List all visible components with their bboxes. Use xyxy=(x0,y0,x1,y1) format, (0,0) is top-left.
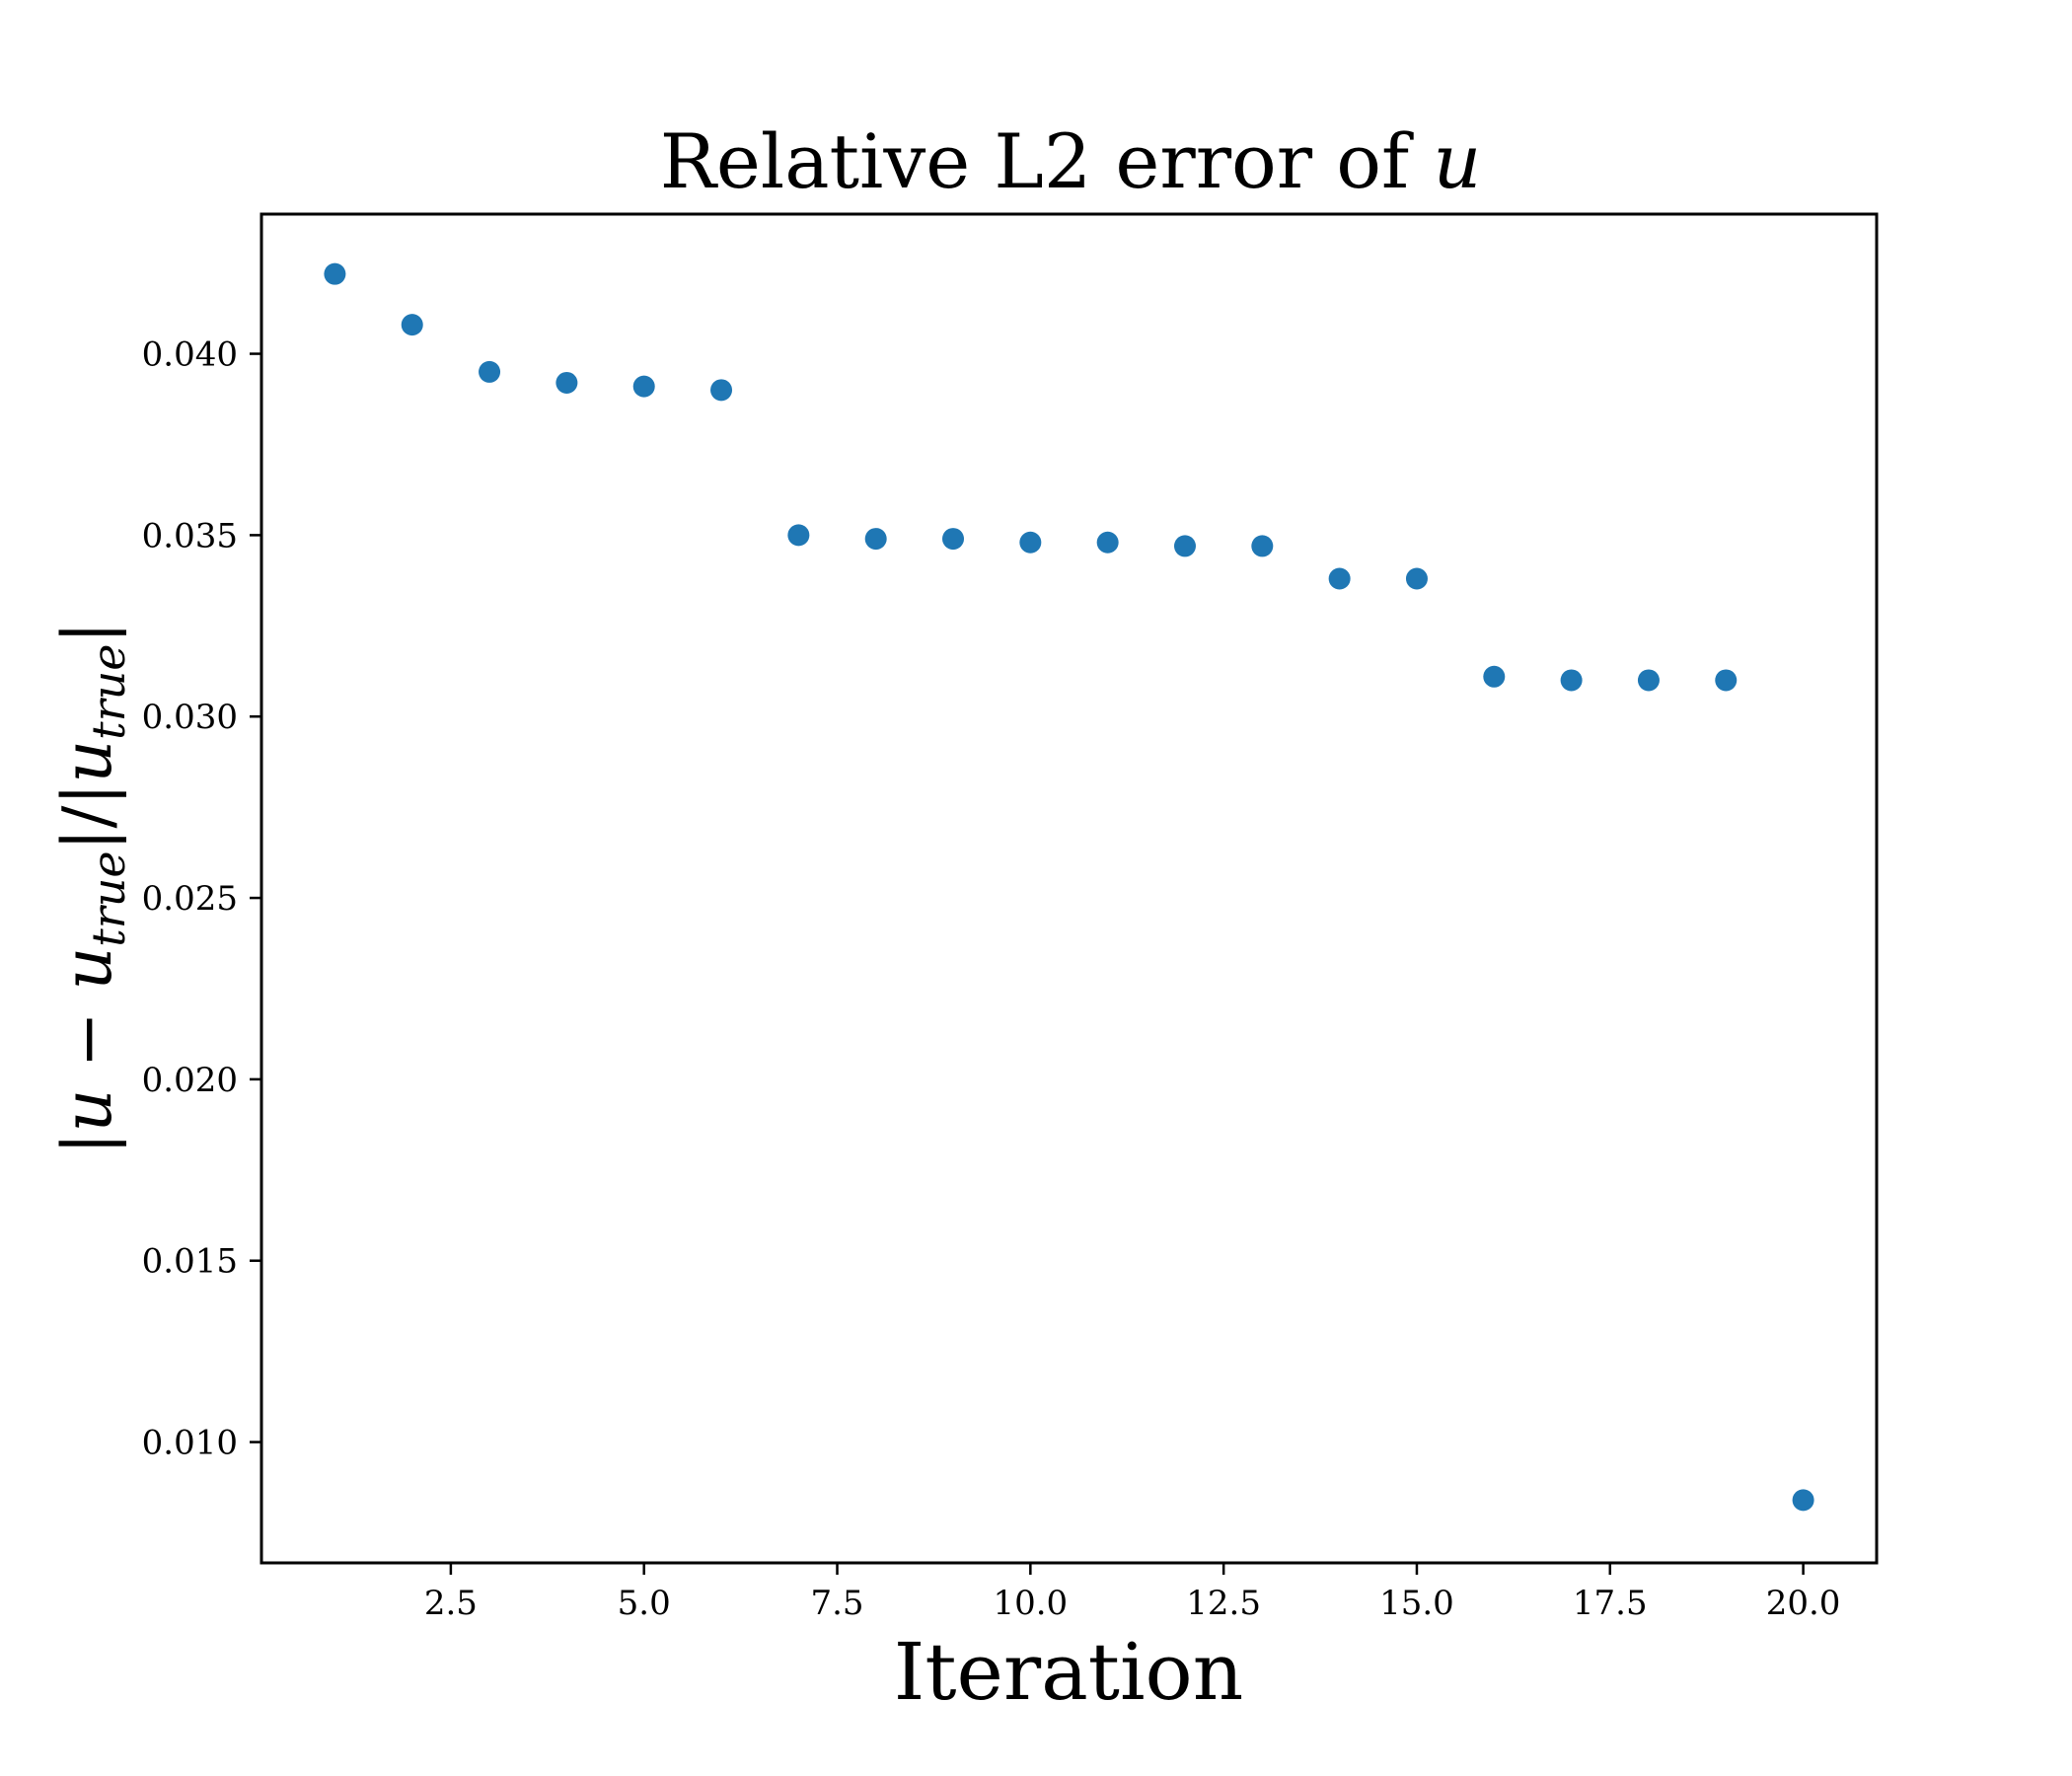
data-points xyxy=(324,262,1814,1512)
x-tick-label: 5.0 xyxy=(618,1584,671,1623)
x-tick-label: 20.0 xyxy=(1766,1584,1841,1623)
x-tick-label: 12.5 xyxy=(1186,1584,1261,1623)
y-tick-label: 0.020 xyxy=(142,1061,238,1100)
y-tick-label: 0.035 xyxy=(142,516,238,555)
chart-title: Relative L2 error of u xyxy=(660,117,1482,205)
y-axis-ticks: 0.010 0.015 0.020 0.025 0.030 0.035 0.040 xyxy=(142,335,261,1463)
data-point xyxy=(1251,535,1274,557)
y-tick-label: 0.040 xyxy=(142,335,238,375)
y-tick-label: 0.030 xyxy=(142,698,238,737)
plot-area: 2.5 5.0 7.5 10.0 12.5 15.0 17.5 20.0 0.010 0.015… xyxy=(142,212,1879,1623)
data-point xyxy=(1405,567,1428,590)
x-tick-label: 15.0 xyxy=(1379,1584,1454,1623)
x-tick-label: 2.5 xyxy=(424,1584,478,1623)
data-point xyxy=(710,379,733,402)
data-point xyxy=(1096,531,1119,554)
x-axis-ticks: 2.5 5.0 7.5 10.0 12.5 15.0 17.5 20.0 xyxy=(424,1563,1841,1623)
data-point xyxy=(1019,531,1042,554)
data-point xyxy=(864,528,887,551)
y-tick-label: 0.025 xyxy=(142,879,238,919)
data-point xyxy=(1483,665,1506,688)
data-point xyxy=(1173,535,1196,557)
y-tick-label: 0.015 xyxy=(142,1242,238,1282)
data-point xyxy=(555,371,578,394)
x-tick-label: 10.0 xyxy=(993,1584,1068,1623)
axes-frame xyxy=(259,212,1879,1565)
data-point xyxy=(1715,669,1738,692)
data-point xyxy=(324,262,346,285)
data-point xyxy=(1637,669,1660,692)
y-axis-label: |u − utrue|/|utrue| xyxy=(49,622,135,1155)
data-point xyxy=(401,314,423,336)
data-point xyxy=(1328,567,1351,590)
y-tick-label: 0.010 xyxy=(142,1424,238,1463)
data-point xyxy=(632,375,655,398)
data-point xyxy=(787,524,810,547)
data-point xyxy=(1792,1489,1814,1512)
x-axis-label: Iteration xyxy=(894,1626,1243,1718)
data-point xyxy=(942,528,965,551)
data-point xyxy=(479,360,501,383)
x-tick-label: 17.5 xyxy=(1573,1584,1648,1623)
x-tick-label: 7.5 xyxy=(810,1584,863,1623)
data-point xyxy=(1560,669,1583,692)
